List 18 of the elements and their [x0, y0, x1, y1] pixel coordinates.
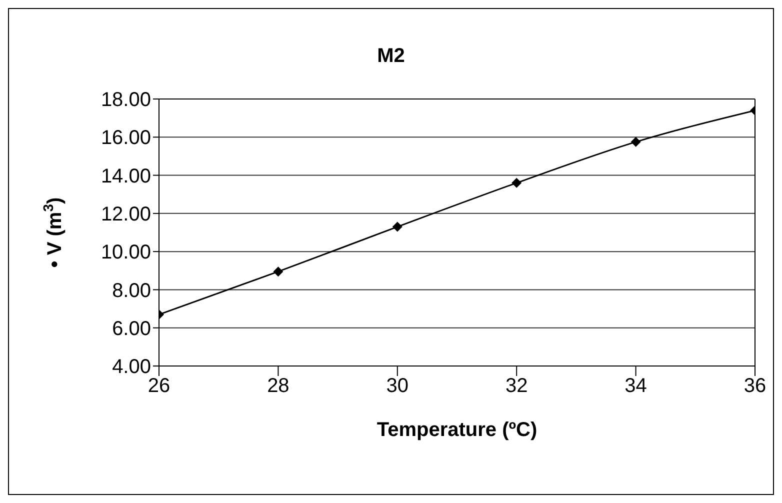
chart-title: M2: [376, 45, 406, 68]
x-axis-title: Temperature (ºC): [376, 419, 538, 441]
y-tick-label: 10.00: [100, 242, 151, 264]
y-tick-label: 8.00: [112, 280, 151, 302]
y-tick-label: 18.00: [100, 89, 151, 112]
x-tick-label: 34: [624, 375, 647, 398]
x-tick-label: 28: [267, 375, 290, 398]
y-tick-label: 16.00: [100, 127, 151, 150]
x-tick-label: 36: [744, 375, 766, 398]
point: [630, 136, 641, 147]
point: [392, 222, 402, 232]
point: [273, 266, 284, 277]
y-tick-label: 12.00: [100, 204, 151, 226]
x-tick-label: 30: [386, 375, 409, 398]
point: [512, 178, 522, 188]
x-tick-label: 32: [505, 375, 528, 398]
y-tick-label: 14.00: [100, 165, 151, 188]
y-tick-label: 6.00: [112, 318, 151, 340]
